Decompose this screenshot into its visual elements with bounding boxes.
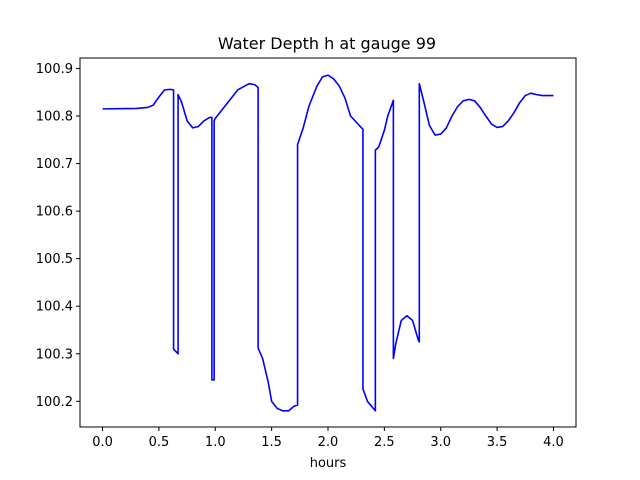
y-tick-label: 100.5 — [36, 252, 73, 267]
x-tick-label: 1.0 — [205, 435, 226, 450]
y-tick-label: 100.9 — [36, 62, 73, 77]
series-line-0 — [102, 74, 554, 412]
x-tick-label: 0.5 — [149, 435, 170, 450]
x-axis-label: hours — [310, 456, 347, 471]
plot-area-frame — [79, 57, 577, 428]
series-layer — [102, 74, 554, 412]
x-tick-label: 4.0 — [543, 435, 564, 450]
y-tick-label: 100.7 — [36, 157, 73, 172]
y-tick-label: 100.8 — [36, 110, 73, 125]
y-tick-label: 100.6 — [36, 205, 73, 220]
y-tick-label: 100.2 — [36, 395, 73, 410]
chart-title: Water Depth h at gauge 99 — [218, 34, 436, 53]
y-tick-label: 100.4 — [36, 300, 73, 315]
y-axis-ticks: 100.2 100.3 100.4 100.5 100.6 100.7 100.8 100.9 — [36, 62, 80, 410]
x-axis-ticks: 0.0 0.5 1.0 1.5 2.0 2.5 3.0 3.5 4.0 — [92, 427, 564, 450]
x-tick-label: 2.5 — [374, 435, 395, 450]
x-tick-label: 1.5 — [261, 435, 282, 450]
x-tick-label: 3.0 — [430, 435, 451, 450]
x-tick-label: 0.0 — [92, 435, 113, 450]
y-tick-label: 100.3 — [36, 347, 73, 362]
x-tick-label: 3.5 — [487, 435, 508, 450]
x-tick-label: 2.0 — [318, 435, 339, 450]
